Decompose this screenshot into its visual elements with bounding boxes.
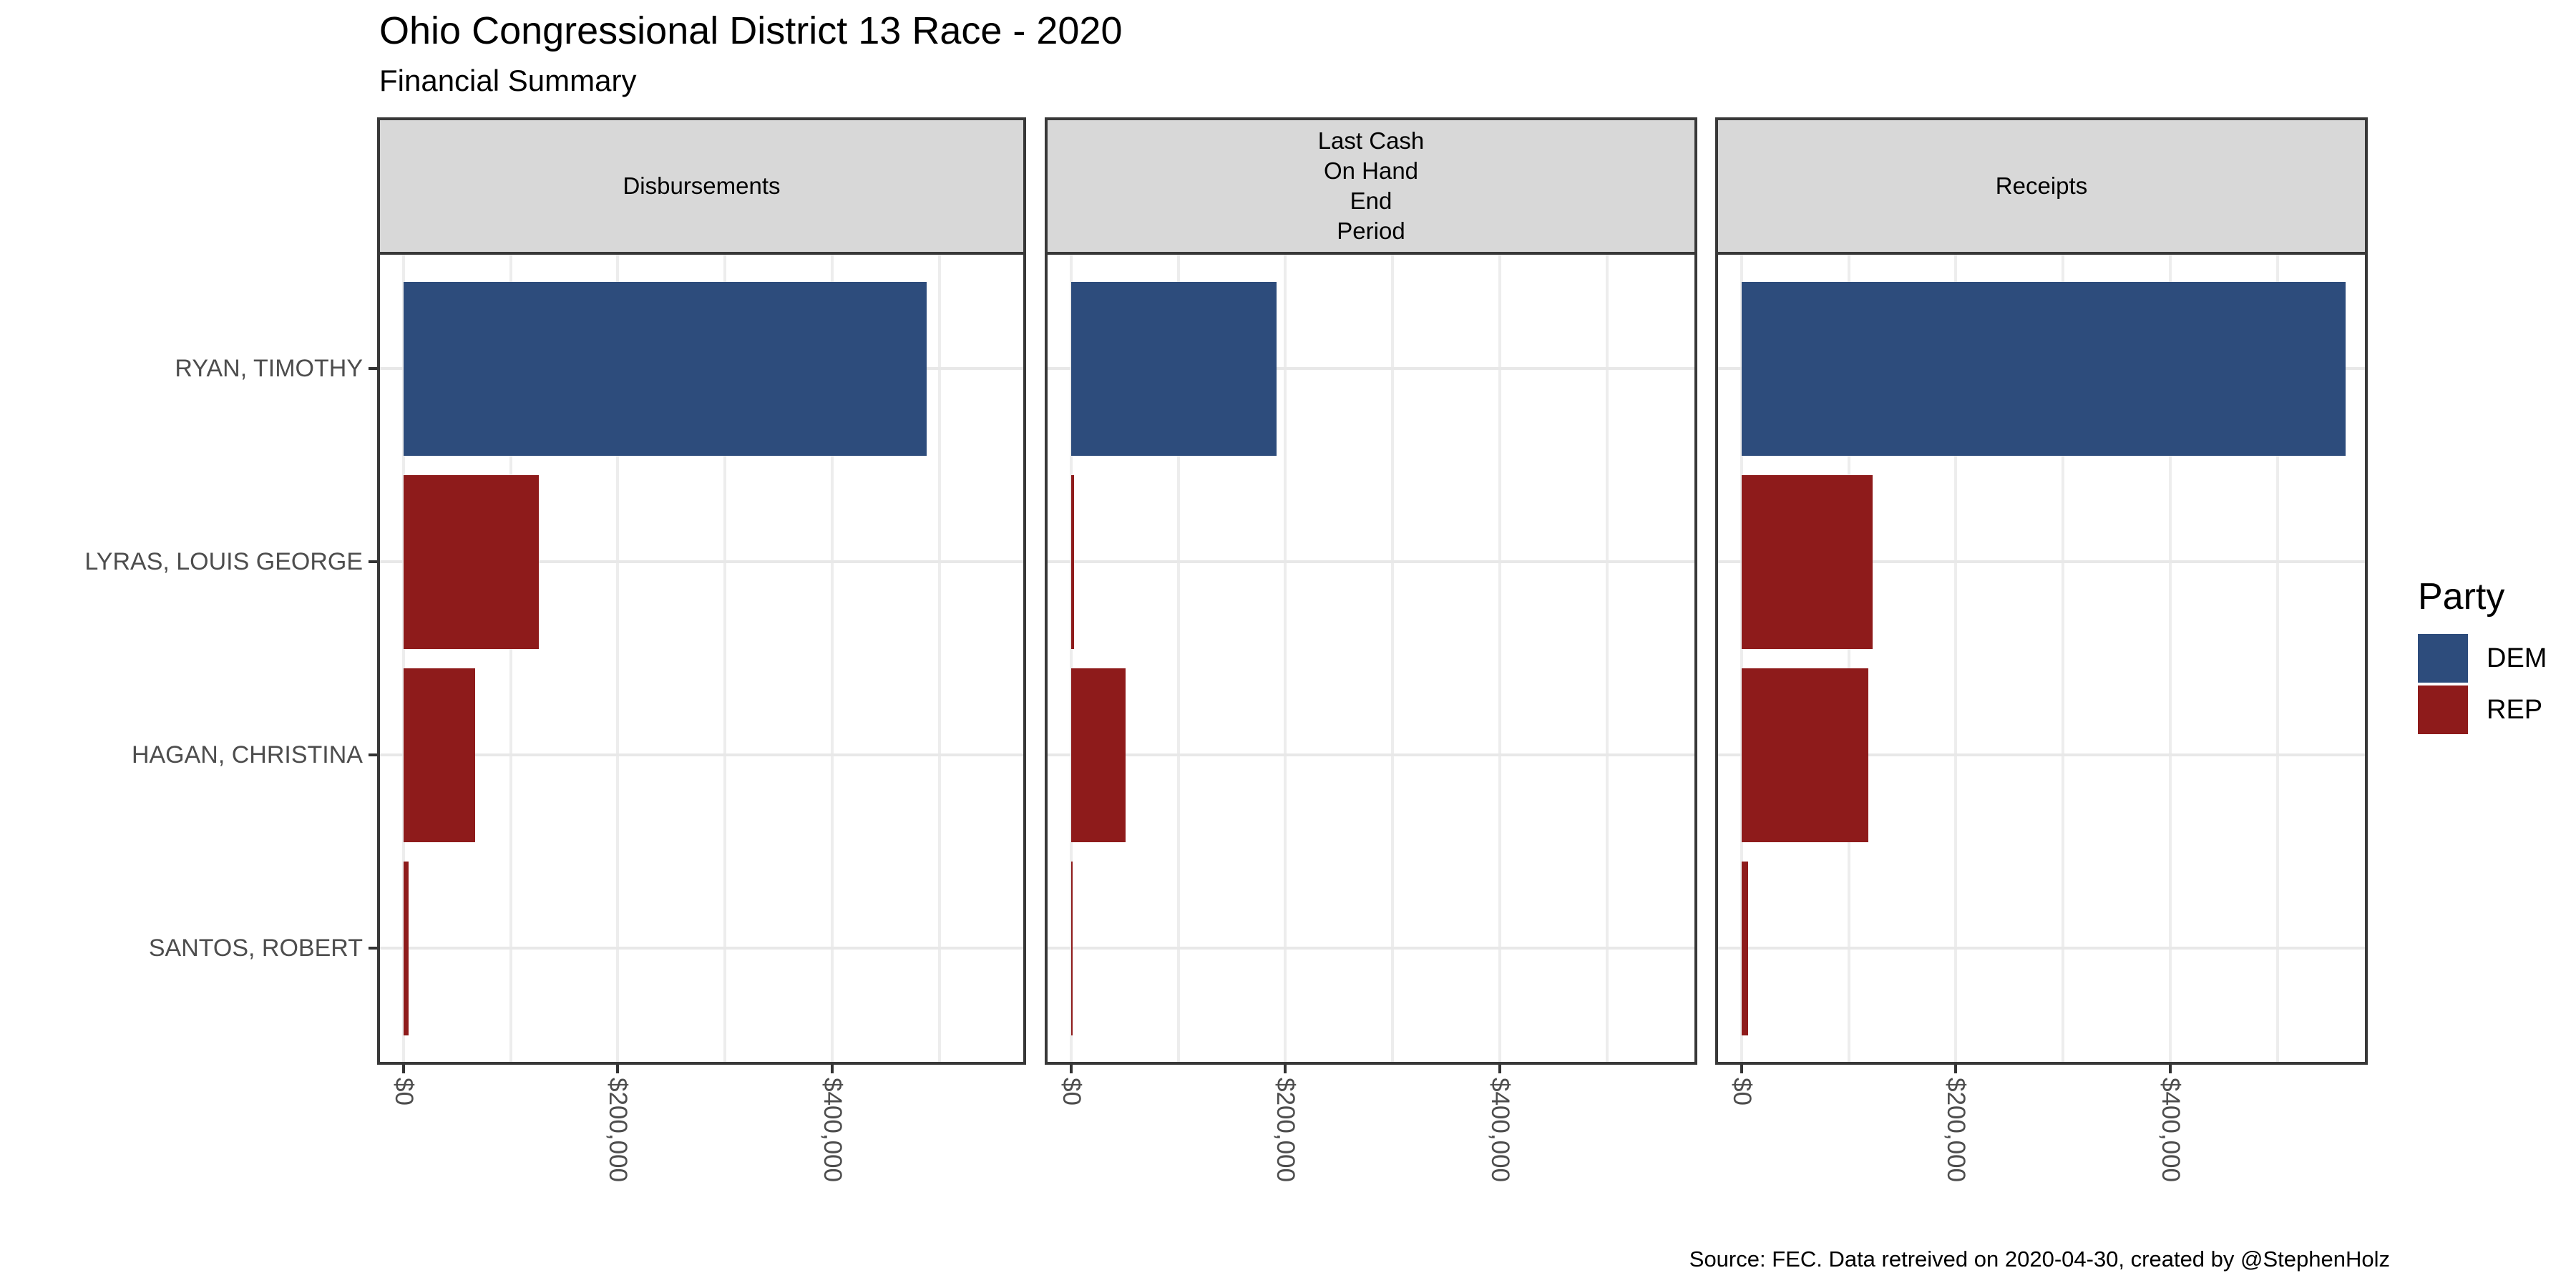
y-axis-category-label: HAGAN, CHRISTINA — [131, 741, 363, 769]
facet-strip-receipts: Receipts — [1715, 117, 2368, 255]
legend-swatch-dem — [2418, 634, 2468, 683]
legend: Party DEM REP — [2418, 577, 2547, 737]
facet-strip-last-cash-on-hand: Last Cash On Hand End Period — [1045, 117, 1697, 255]
bar-lyras — [1071, 474, 1075, 649]
y-axis-tick — [369, 560, 377, 563]
facet-strip-label: Disbursements — [623, 172, 781, 199]
gridline-vertical — [1070, 255, 1073, 1062]
legend-item-dem: DEM — [2418, 634, 2547, 683]
chart-subtitle: Financial Summary — [379, 64, 637, 97]
gridline-vertical — [1176, 255, 1180, 1062]
x-axis-tick-label: $200,000 — [1272, 1078, 1300, 1182]
gridline-horizontal — [1718, 947, 2365, 950]
bar-santos — [1071, 861, 1073, 1035]
bar-lyras — [1742, 474, 1873, 649]
facet-strip-disbursements: Disbursements — [377, 117, 1026, 255]
x-axis-tick-label: $0 — [390, 1078, 418, 1106]
x-axis-tick-label: $200,000 — [1942, 1078, 1971, 1182]
x-axis-tick-label: $400,000 — [1485, 1078, 1514, 1182]
y-axis-tick — [369, 947, 377, 950]
x-axis-tick — [2168, 1065, 2172, 1073]
x-axis-tick — [830, 1065, 834, 1073]
bar-ryan — [1742, 281, 2346, 456]
y-axis-category-label: LYRAS, LOUIS GEORGE — [84, 548, 363, 575]
gridline-vertical — [2062, 255, 2065, 1062]
gridline-vertical — [2168, 255, 2172, 1062]
x-axis-tick — [1954, 1065, 1958, 1073]
legend-item-rep: REP — [2418, 686, 2547, 734]
gridline-horizontal — [380, 560, 1023, 563]
gridline-vertical — [1605, 255, 1609, 1062]
bar-hagan — [1742, 668, 1868, 842]
gridline-horizontal — [1048, 947, 1694, 950]
gridline-vertical — [402, 255, 405, 1062]
legend-title: Party — [2418, 576, 2505, 618]
bar-lyras — [404, 474, 539, 649]
panel-receipts — [1715, 252, 2368, 1065]
x-axis-tick-label: $200,000 — [604, 1078, 633, 1182]
source-caption: Source: FEC. Data retreived on 2020-04-3… — [1689, 1246, 2390, 1272]
gridline-vertical — [1847, 255, 1850, 1062]
gridline-vertical — [1740, 255, 1743, 1062]
gridline-vertical — [1498, 255, 1501, 1062]
legend-label-dem: DEM — [2487, 643, 2547, 673]
facet-strip-label: Receipts — [1995, 172, 2088, 199]
bar-hagan — [404, 668, 476, 842]
bar-santos — [404, 861, 409, 1035]
legend-swatch-rep — [2418, 686, 2468, 734]
x-axis-tick-label: $0 — [1058, 1078, 1085, 1106]
gridline-vertical — [1284, 255, 1287, 1062]
y-axis-category-label: RYAN, TIMOTHY — [175, 355, 363, 382]
gridline-horizontal — [1048, 560, 1694, 563]
x-axis-tick-label: $400,000 — [2156, 1078, 2185, 1182]
gridline-vertical — [830, 255, 834, 1062]
gridline-horizontal — [380, 753, 1023, 756]
x-axis-tick-label: $0 — [1728, 1078, 1756, 1106]
gridline-vertical — [1954, 255, 1958, 1062]
chart-title: Ohio Congressional District 13 Race - 20… — [379, 9, 1123, 52]
gridline-vertical — [509, 255, 512, 1062]
gridline-vertical — [1391, 255, 1395, 1062]
gridline-vertical — [723, 255, 727, 1062]
gridline-vertical — [616, 255, 620, 1062]
gridline-horizontal — [1048, 367, 1694, 370]
gridline-horizontal — [380, 947, 1023, 950]
x-axis-tick — [1740, 1065, 1743, 1073]
bar-ryan — [1071, 281, 1277, 456]
x-axis-tick — [616, 1065, 620, 1073]
gridline-horizontal — [1718, 753, 2365, 756]
x-axis-tick-label: $400,000 — [818, 1078, 847, 1182]
legend-label-rep: REP — [2487, 694, 2543, 725]
x-axis-tick — [1498, 1065, 1501, 1073]
x-axis-tick — [1284, 1065, 1287, 1073]
bar-ryan — [404, 281, 927, 456]
bar-santos — [1742, 861, 1748, 1035]
y-axis-tick — [369, 367, 377, 370]
x-axis-tick — [1070, 1065, 1073, 1073]
panel-disbursements — [377, 252, 1026, 1065]
bar-hagan — [1071, 668, 1126, 842]
gridline-horizontal — [1048, 753, 1694, 756]
gridline-vertical — [2275, 255, 2279, 1062]
panel-last-cash-on-hand — [1045, 252, 1697, 1065]
gridline-horizontal — [1718, 560, 2365, 563]
y-axis-tick — [369, 753, 377, 756]
x-axis-tick — [402, 1065, 405, 1073]
gridline-vertical — [937, 255, 941, 1062]
facet-strip-label: Last Cash On Hand End Period — [1317, 127, 1425, 244]
y-axis-category-label: SANTOS, ROBERT — [148, 935, 363, 962]
